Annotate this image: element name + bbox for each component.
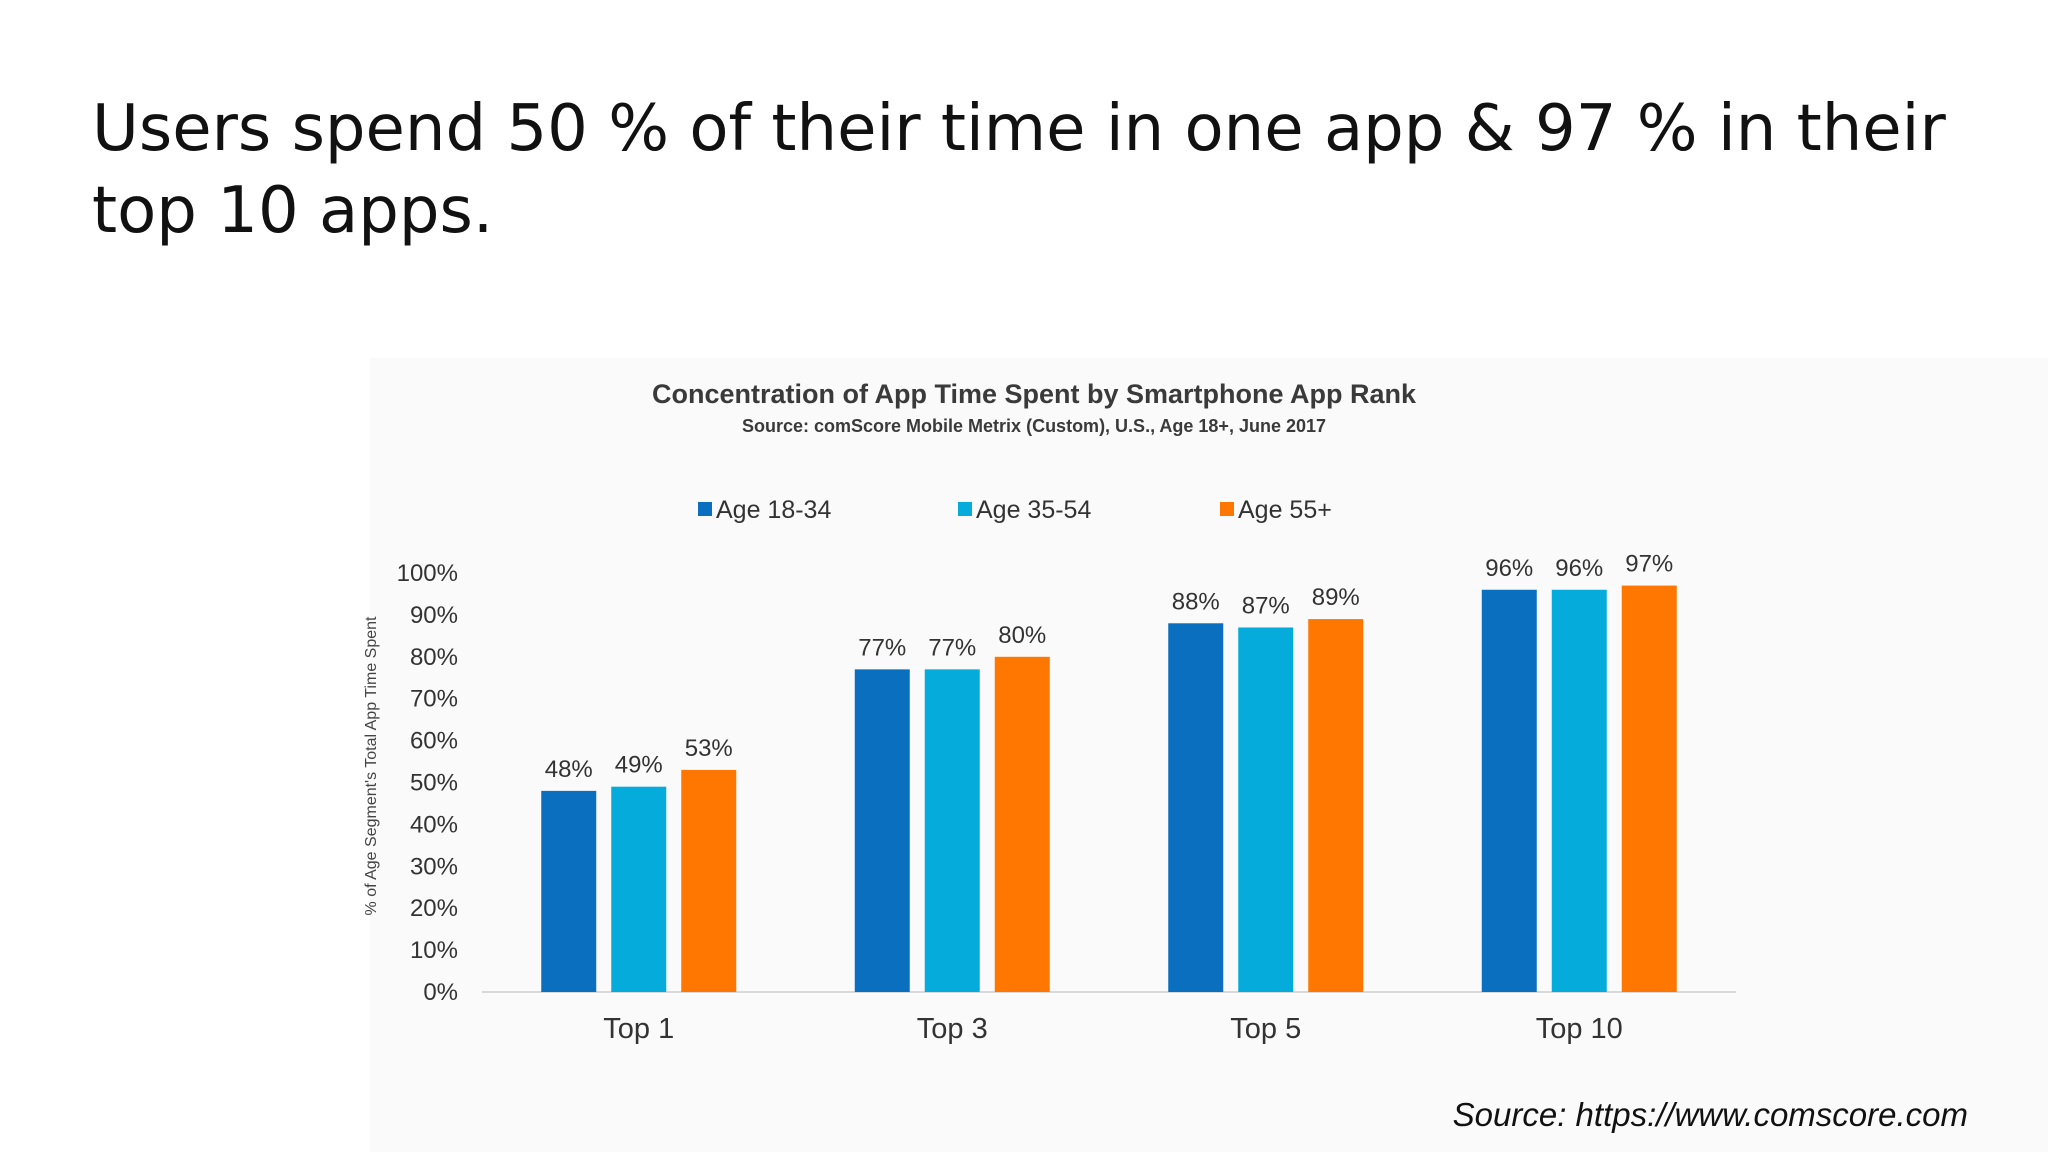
bar-value-label: 53%	[685, 735, 733, 762]
bar-value-label: 89%	[1312, 584, 1360, 611]
x-tick-label: Top 10	[1536, 1013, 1623, 1045]
bar-value-label: 80%	[998, 622, 1046, 649]
y-tick-label: 10%	[410, 937, 458, 964]
y-tick-label: 100%	[397, 560, 458, 587]
slide-title: Users spend 50 % of their time in one ap…	[92, 92, 1946, 248]
bar-value-label: 48%	[545, 756, 593, 783]
legend-swatch	[698, 502, 712, 516]
legend: Age 18-34 Age 35-54 Age 55+	[698, 496, 1332, 524]
x-axis-ticks: Top 1 Top 3 Top 5 Top 10	[603, 1013, 1623, 1045]
y-axis-label: % of Age Segment's Total App Time Spent	[363, 616, 380, 916]
y-tick-label: 20%	[410, 895, 458, 922]
x-tick-label: Top 1	[603, 1013, 674, 1045]
y-tick-label: 0%	[423, 979, 458, 1006]
bar	[541, 790, 597, 992]
bar	[681, 769, 737, 992]
bar-value-label: 77%	[858, 634, 906, 661]
chart-title: Concentration of App Time Spent by Smart…	[652, 379, 1417, 409]
legend-label: Age 18-34	[716, 496, 831, 524]
bar-value-label: 88%	[1172, 588, 1220, 615]
x-tick-label: Top 3	[917, 1013, 988, 1045]
y-tick-label: 70%	[410, 686, 458, 713]
bar	[1481, 589, 1537, 992]
bar-value-label: 97%	[1625, 551, 1673, 578]
bar	[854, 669, 910, 992]
legend-label: Age 35-54	[976, 496, 1091, 524]
bar-value-label: 96%	[1555, 555, 1603, 582]
bar-value-label: 49%	[615, 752, 663, 779]
x-tick-label: Top 5	[1230, 1013, 1301, 1045]
legend-swatch	[1220, 502, 1234, 516]
y-tick-label: 60%	[410, 728, 458, 755]
bar-value-label: 77%	[928, 634, 976, 661]
chart-subtitle: Source: comScore Mobile Metrix (Custom),…	[742, 416, 1326, 436]
y-tick-label: 50%	[410, 770, 458, 797]
bars: 48% 49% 53% 77% 77% 80% 88% 87% 89% 96% 96% 97%	[541, 551, 1677, 992]
y-tick-label: 40%	[410, 811, 458, 838]
bar	[1308, 619, 1364, 992]
bar-value-label: 87%	[1242, 592, 1290, 619]
y-tick-label: 80%	[410, 644, 458, 671]
source-note: Source: https://www.comscore.com	[1452, 1096, 1968, 1133]
bar	[924, 669, 980, 992]
y-axis-ticks: 0% 10% 20% 30% 40% 50% 60% 70% 80% 90% 100%	[397, 560, 458, 1006]
bar	[1238, 627, 1294, 992]
bar	[1551, 589, 1607, 992]
bar	[611, 786, 667, 992]
bar	[1168, 623, 1224, 992]
legend-swatch	[958, 502, 972, 516]
y-tick-label: 90%	[410, 602, 458, 629]
bar-value-label: 96%	[1485, 555, 1533, 582]
legend-label: Age 55+	[1238, 496, 1332, 524]
y-tick-label: 30%	[410, 853, 458, 880]
bar	[994, 656, 1050, 992]
bar	[1621, 585, 1677, 992]
